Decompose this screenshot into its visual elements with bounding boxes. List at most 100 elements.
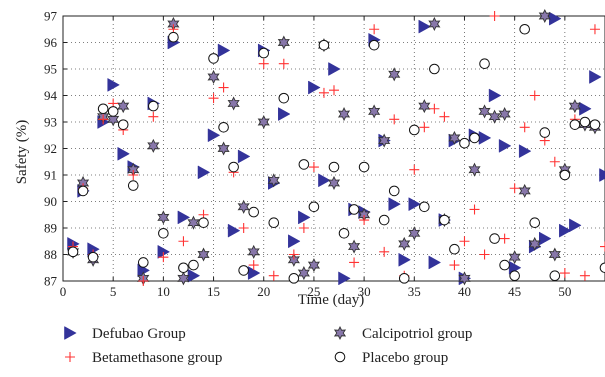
point-calcipotriol [297,266,310,281]
point-placebo [97,103,109,115]
point-placebo [579,116,591,128]
point-placebo [569,119,581,130]
point-placebo [599,262,605,274]
point-calcipotriol [448,130,461,145]
point-betamethasone [479,249,490,260]
point-betamethasone [589,24,600,35]
point-placebo [137,257,149,268]
point-defubao [549,11,562,26]
point-placebo [439,214,450,226]
point-calcipotriol [508,250,521,265]
x-tick-label: 0 [60,284,67,299]
point-placebo [298,159,310,170]
point-betamethasone [439,111,450,122]
point-betamethasone [459,236,470,247]
point-placebo [288,273,300,284]
y-axis-title: Safety (%) [14,120,30,185]
point-calcipotriol [277,35,290,50]
point-placebo [268,217,280,228]
point-defubao [217,43,231,58]
marks-layer [66,8,605,286]
point-betamethasone [529,90,540,101]
point-placebo [117,119,129,130]
x-tick-label: 40 [458,284,471,299]
x-tick-label: 15 [207,284,220,299]
point-placebo [198,217,209,228]
point-placebo [449,243,460,255]
point-defubao [559,223,572,238]
point-placebo [158,228,169,239]
point-placebo [208,53,219,64]
point-calcipotriol [518,183,531,198]
point-defubao [579,101,592,116]
point-betamethasone [489,11,500,21]
point-defubao [539,231,552,246]
point-defubao [398,252,411,267]
y-tick-label: 96 [44,35,58,50]
point-placebo [529,217,541,228]
point-betamethasone [429,103,440,114]
y-tick-label: 95 [44,62,57,77]
point-defubao [187,268,201,283]
point-calcipotriol [217,141,230,156]
legend: Defubao Group Calcipotriol group Betametha… [64,325,472,366]
point-defubao [388,197,401,212]
point-betamethasone [148,111,159,122]
point-betamethasone [248,260,259,271]
legend-marker-placebo [334,351,346,363]
point-calcipotriol [428,16,441,31]
point-betamethasone [238,223,249,233]
point-defubao [338,271,351,286]
point-placebo [178,262,189,274]
legend-label-defubao: Defubao Group [92,326,186,342]
point-calcipotriol [498,107,511,122]
point-defubao [589,70,602,84]
point-calcipotriol [117,99,130,114]
y-tick-label: 94 [44,88,58,103]
point-calcipotriol [147,138,160,153]
legend-marker-defubao [64,326,77,340]
y-tick-label: 93 [44,115,57,130]
point-defubao [599,168,605,182]
point-placebo [559,169,571,181]
point-defubao [478,130,492,145]
point-betamethasone [600,241,605,252]
point-betamethasone [218,82,229,93]
point-defubao [288,234,301,249]
point-betamethasone [559,268,570,279]
point-calcipotriol [368,104,381,119]
point-betamethasone [208,93,219,104]
point-betamethasone [519,122,530,133]
point-placebo [348,204,360,215]
point-betamethasone [509,183,520,194]
point-defubao [318,173,331,188]
x-tick-label: 45 [508,284,521,299]
point-placebo [318,39,330,51]
point-betamethasone [138,276,149,286]
point-calcipotriol [337,107,351,122]
point-calcipotriol [197,247,210,262]
point-calcipotriol [478,104,491,119]
point-placebo [499,259,510,271]
point-calcipotriol [388,67,401,82]
point-betamethasone [308,162,319,173]
legend-label-placebo: Placebo group [362,350,448,366]
x-tick-label: 20 [257,284,270,299]
point-defubao [308,80,321,95]
point-placebo [127,180,139,191]
point-defubao [428,255,442,270]
point-calcipotriol [468,162,481,177]
y-tick-label: 88 [44,247,57,262]
point-placebo [338,228,350,239]
point-betamethasone [359,215,370,226]
point-calcipotriol [307,258,320,273]
x-tick-label: 35 [408,284,421,299]
point-placebo [589,119,601,130]
x-tick-label: 10 [157,284,170,299]
point-defubao [278,107,291,121]
point-calcipotriol [177,271,190,286]
point-calcipotriol [247,244,260,259]
point-calcipotriol [528,236,541,251]
point-defubao [177,210,191,225]
